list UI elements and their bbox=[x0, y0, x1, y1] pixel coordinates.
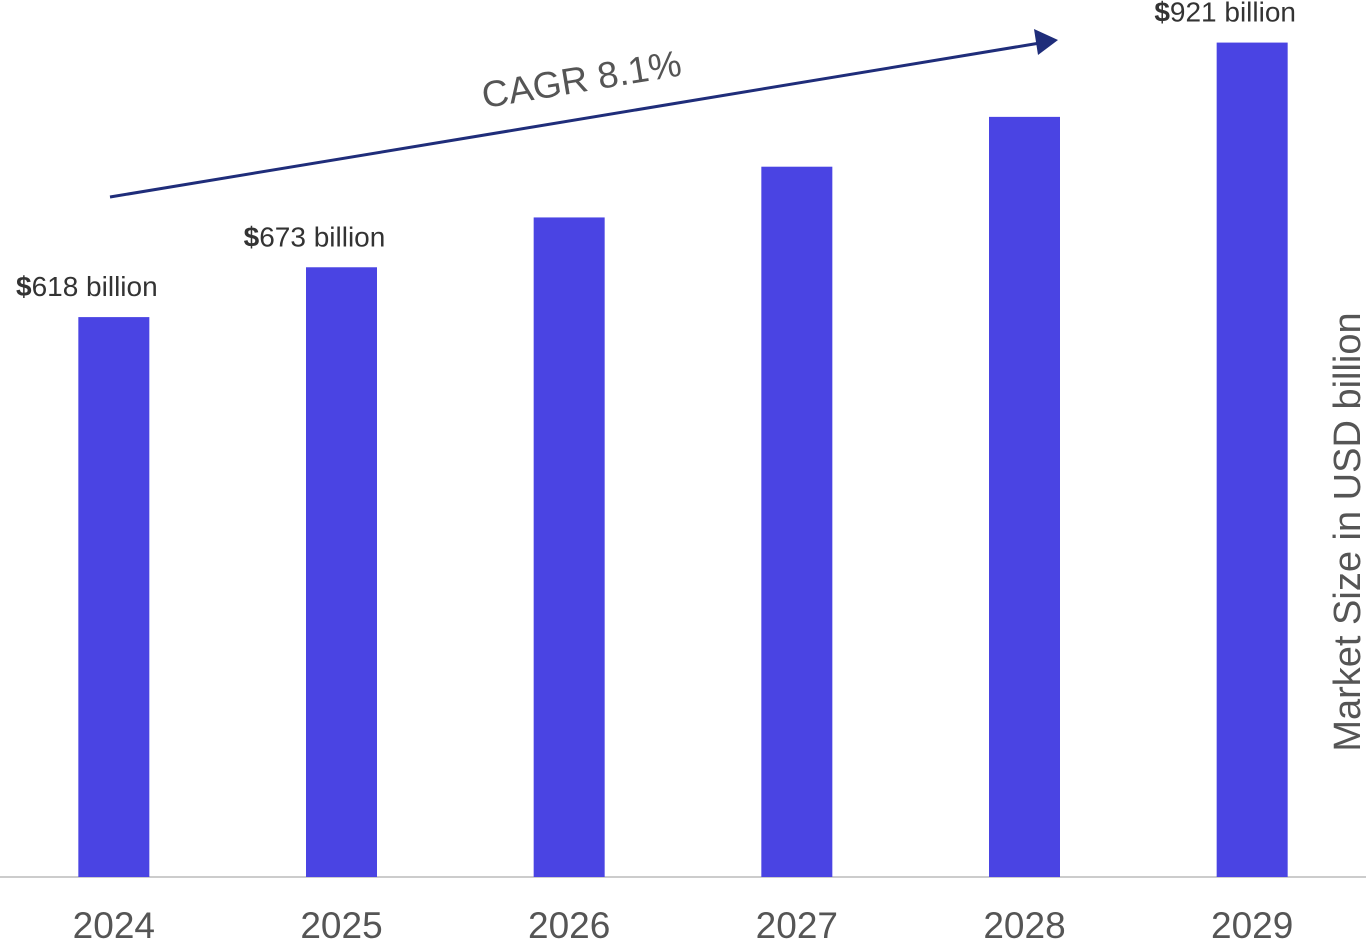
x-tick-label: 2028 bbox=[983, 905, 1065, 942]
cagr-annotation: CAGR 8.1% bbox=[479, 43, 685, 116]
value-label: $673 billion bbox=[244, 222, 386, 253]
y-axis-label: Market Size in USD billion bbox=[1327, 312, 1366, 751]
bar bbox=[989, 116, 1060, 878]
bar bbox=[761, 166, 833, 877]
bar bbox=[533, 217, 605, 878]
value-label: $921 billion bbox=[1154, 0, 1296, 28]
x-tick-label: 2029 bbox=[1211, 905, 1293, 942]
value-label: $618 billion bbox=[16, 271, 158, 302]
x-tick-label: 2025 bbox=[300, 905, 382, 942]
bar bbox=[78, 317, 150, 877]
bar bbox=[306, 267, 377, 877]
x-tick-label: 2024 bbox=[73, 905, 155, 942]
x-tick-label: 2026 bbox=[528, 905, 610, 942]
arrow-head bbox=[1034, 29, 1058, 55]
bar bbox=[1216, 42, 1288, 878]
x-tick-label: 2027 bbox=[756, 905, 838, 942]
cagr-arrow bbox=[109, 41, 1041, 199]
